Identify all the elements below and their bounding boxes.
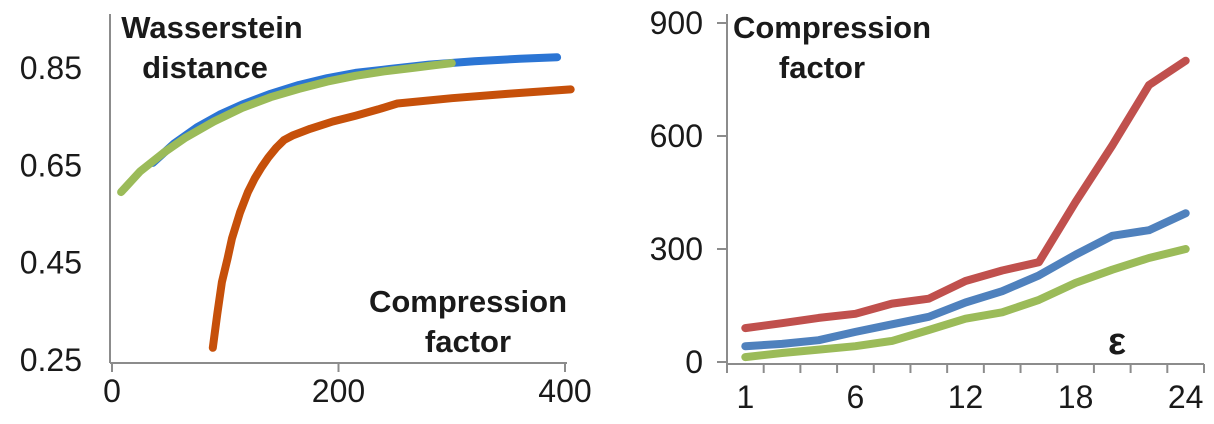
right-y-tick-label: 0 xyxy=(685,344,703,380)
left-y-tick-label: 0.85 xyxy=(20,50,82,86)
left-x-axis-title-line1: Compression xyxy=(369,284,567,319)
right-x-tick-label: 12 xyxy=(948,379,984,415)
left-series-line-green xyxy=(117,59,456,197)
right-series-line-green xyxy=(741,245,1190,362)
left-chart-title-line1: Wasserstein xyxy=(121,10,303,45)
right-series-line-blue xyxy=(741,209,1190,351)
left-x-tick-label: 200 xyxy=(312,373,365,409)
left-y-tick-label: 0.65 xyxy=(20,147,82,183)
right-x-axis-title-epsilon: ε xyxy=(1108,321,1126,363)
right-chart-title-line1: Compression xyxy=(733,10,931,45)
left-chart-wasserstein: 0 200 400 0.25 0.45 0.65 0.85 Wasserstein distan… xyxy=(20,10,592,409)
right-y-tick-label: 300 xyxy=(650,231,703,267)
left-x-tick-label: 400 xyxy=(538,373,591,409)
right-x-tick-label: 1 xyxy=(736,379,754,415)
right-x-tick-label: 6 xyxy=(847,379,865,415)
right-chart-title-line2: factor xyxy=(779,50,865,85)
left-x-axis-title-line2: factor xyxy=(425,324,511,359)
left-y-tick-label: 0.45 xyxy=(20,245,82,281)
right-x-tick-label: 24 xyxy=(1168,379,1204,415)
right-x-tick-label: 18 xyxy=(1058,379,1094,415)
right-series-line-red xyxy=(741,56,1190,333)
left-series-line-orange-red xyxy=(208,85,575,352)
right-chart-compression: 0 300 600 900 1 6 12 18 24 Compression factor ε xyxy=(650,5,1205,415)
left-x-tick-label: 0 xyxy=(103,373,121,409)
left-y-tick-label: 0.25 xyxy=(20,342,82,378)
right-y-tick-label: 900 xyxy=(650,5,703,41)
left-chart-title-line2: distance xyxy=(142,50,268,85)
right-y-tick-label: 600 xyxy=(650,118,703,154)
